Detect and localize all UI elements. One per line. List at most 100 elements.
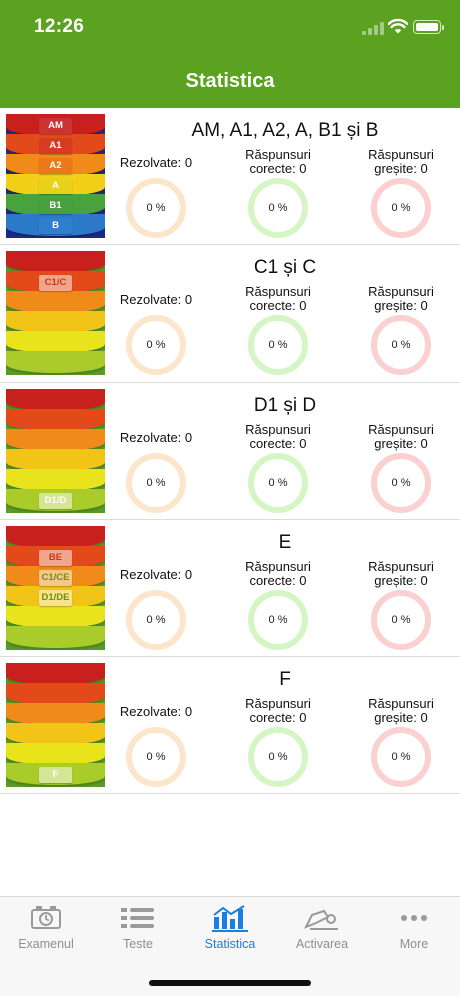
thumbnail-band bbox=[6, 703, 105, 726]
percent-value: 0 % bbox=[391, 751, 411, 764]
percent-value: 0 % bbox=[146, 613, 166, 626]
percent-value: 0 % bbox=[146, 339, 166, 352]
resolved-label: Rezolvate: 0 bbox=[119, 704, 193, 720]
resolved-label: Rezolvate: 0 bbox=[119, 292, 193, 308]
percent-value: 0 % bbox=[146, 751, 166, 764]
resolved-label: Rezolvate: 0 bbox=[119, 566, 193, 582]
thumbnail-band bbox=[6, 723, 105, 746]
correct-progress-ring: 0 % bbox=[248, 315, 308, 376]
thumbnail-band bbox=[6, 388, 105, 411]
correct-answers-label: Răspunsuri corecte: 0 bbox=[218, 285, 338, 313]
category-code-tag: A2 bbox=[39, 158, 72, 174]
tab-examenul[interactable]: Examenul bbox=[0, 903, 92, 959]
label-line: Răspunsuri bbox=[368, 421, 434, 437]
label-line: Răspunsuri bbox=[368, 696, 434, 712]
label-line: corecte: 0 bbox=[249, 710, 307, 726]
wrong-answers-label: Răspunsuri greșite: 0 bbox=[341, 421, 460, 451]
tab-label: Statistica bbox=[204, 937, 256, 951]
percent-value: 0 % bbox=[268, 202, 288, 214]
label-line: Răspunsuri bbox=[245, 421, 311, 437]
category-row[interactable]: BE C1/CE D1/DE E Rezolvate: 0 Răspunsuri corec… bbox=[0, 520, 460, 658]
correct-progress-ring: 0 % bbox=[248, 589, 308, 650]
label-line: greșite: 0 bbox=[374, 298, 428, 314]
percent-value: 0 % bbox=[268, 476, 288, 489]
category-thumbnail: C1/C bbox=[6, 251, 105, 376]
tab-bar: Examenul Teste Statistica Activarea More bbox=[0, 896, 460, 996]
wrong-answers-label: Răspunsuri greșite: 0 bbox=[341, 148, 460, 176]
correct-answers-label: Răspunsuri corecte: 0 bbox=[218, 421, 338, 451]
status-bar: 12:26 bbox=[0, 0, 460, 56]
category-code-tag: AM bbox=[39, 118, 72, 134]
tab-label: Teste bbox=[123, 937, 153, 951]
label-line: Răspunsuri bbox=[368, 558, 434, 574]
wrong-answers-label: Răspunsuri greșite: 0 bbox=[341, 697, 460, 725]
resolved-label: Rezolvate: 0 bbox=[119, 429, 193, 445]
category-row[interactable]: D1/D D1 și D Rezolvate: 0 Răspunsuri corecte… bbox=[0, 383, 460, 520]
category-title: F bbox=[279, 669, 291, 691]
label-line: corecte: 0 bbox=[249, 572, 307, 588]
page-title: Statistica bbox=[185, 70, 275, 92]
thumbnail-band bbox=[6, 663, 105, 686]
label-line: corecte: 0 bbox=[249, 298, 307, 314]
category-code-tag: D1/D bbox=[39, 492, 72, 509]
thumbnail-band bbox=[6, 251, 105, 274]
tab-teste[interactable]: Teste bbox=[92, 903, 184, 959]
thumbnail-band bbox=[6, 291, 105, 314]
thumbnail-band bbox=[6, 468, 105, 491]
wrong-progress-ring: 0 % bbox=[371, 589, 431, 650]
home-indicator bbox=[149, 980, 311, 986]
category-code-tag: D1/DE bbox=[39, 589, 72, 606]
percent-value: 0 % bbox=[268, 751, 288, 764]
label-line: greșite: 0 bbox=[374, 161, 428, 176]
list-icon bbox=[121, 908, 154, 928]
category-thumbnail: AM A1 A2 A B1 B bbox=[6, 114, 105, 238]
percent-value: 0 % bbox=[391, 202, 411, 214]
more-dots-icon bbox=[401, 915, 427, 921]
wrong-progress-ring: 0 % bbox=[371, 315, 431, 376]
label-line: Răspunsuri bbox=[245, 284, 311, 300]
category-code-tag: B bbox=[39, 218, 72, 234]
tab-activarea[interactable]: Activarea bbox=[276, 903, 368, 959]
category-code-tag: A bbox=[39, 178, 72, 194]
category-row[interactable]: F F Rezolvate: 0 Răspunsuri corecte: 0 Răspun… bbox=[0, 657, 460, 795]
category-thumbnail: D1/D bbox=[6, 388, 105, 513]
category-code-tag: B1 bbox=[39, 198, 72, 214]
percent-value: 0 % bbox=[268, 613, 288, 626]
category-row[interactable]: C1/C C1 și C Rezolvate: 0 Răspunsuri corecte… bbox=[0, 245, 460, 383]
label-line: greșite: 0 bbox=[374, 710, 428, 726]
percent-value: 0 % bbox=[391, 476, 411, 489]
label-line: corecte: 0 bbox=[249, 161, 307, 176]
tab-label: Examenul bbox=[18, 937, 74, 951]
resolved-progress-ring: 0 % bbox=[126, 589, 186, 650]
thumbnail-band bbox=[6, 408, 105, 431]
label-line: corecte: 0 bbox=[249, 435, 307, 451]
correct-answers-label: Răspunsuri corecte: 0 bbox=[218, 148, 338, 176]
category-code-tag: A1 bbox=[39, 138, 72, 154]
tab-more[interactable]: More bbox=[368, 903, 460, 959]
category-title: C1 și C bbox=[253, 257, 317, 279]
category-code-tag: C1/C bbox=[39, 275, 72, 292]
category-code-tag: F bbox=[39, 767, 72, 784]
tab-statistica[interactable]: Statistica bbox=[184, 903, 276, 959]
label-line: greșite: 0 bbox=[374, 435, 428, 451]
label-line: Răspunsuri bbox=[245, 558, 311, 574]
navigation-bar: Statistica bbox=[0, 56, 460, 108]
label-line: Răspunsuri bbox=[368, 147, 434, 162]
resolved-progress-ring: 0 % bbox=[126, 727, 186, 788]
resolved-progress-ring: 0 % bbox=[126, 315, 186, 376]
thumbnail-band bbox=[6, 743, 105, 766]
cellular-signal-icon bbox=[362, 21, 388, 35]
thumbnail-band bbox=[6, 311, 105, 334]
thumbnail-band bbox=[6, 331, 105, 354]
category-code-tag: C1/CE bbox=[39, 569, 72, 586]
thumbnail-band bbox=[6, 605, 105, 628]
bar-chart-icon bbox=[212, 905, 248, 932]
thumbnail-band bbox=[6, 448, 105, 471]
category-thumbnail: F bbox=[6, 663, 105, 788]
wrong-answers-label: Răspunsuri greșite: 0 bbox=[341, 285, 460, 313]
resolved-progress-ring: 0 % bbox=[126, 178, 186, 238]
correct-answers-label: Răspunsuri corecte: 0 bbox=[218, 558, 338, 588]
resolved-label: Rezolvate: 0 bbox=[119, 155, 193, 170]
percent-value: 0 % bbox=[391, 613, 411, 626]
category-row[interactable]: AM A1 A2 A B1 B AM, A1, A2, A, B1 și B Rezolvat… bbox=[0, 108, 460, 246]
